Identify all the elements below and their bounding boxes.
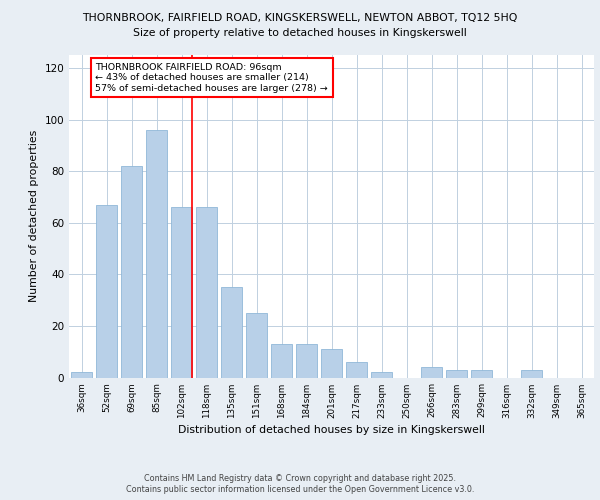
Bar — [96, 204, 117, 378]
Text: THORNBROOK FAIRFIELD ROAD: 96sqm
← 43% of detached houses are smaller (214)
57% : THORNBROOK FAIRFIELD ROAD: 96sqm ← 43% o… — [95, 62, 328, 92]
Bar — [271, 344, 292, 378]
Bar — [371, 372, 392, 378]
Bar — [296, 344, 317, 378]
Bar — [221, 287, 242, 378]
Bar — [171, 207, 192, 378]
Bar — [521, 370, 542, 378]
X-axis label: Distribution of detached houses by size in Kingskerswell: Distribution of detached houses by size … — [178, 424, 485, 434]
Y-axis label: Number of detached properties: Number of detached properties — [29, 130, 39, 302]
Bar — [196, 207, 217, 378]
Bar — [346, 362, 367, 378]
Bar — [471, 370, 492, 378]
Bar — [421, 367, 442, 378]
Bar — [321, 349, 342, 378]
Text: Size of property relative to detached houses in Kingskerswell: Size of property relative to detached ho… — [133, 28, 467, 38]
Bar — [146, 130, 167, 378]
Bar — [121, 166, 142, 378]
Bar — [71, 372, 92, 378]
Text: THORNBROOK, FAIRFIELD ROAD, KINGSKERSWELL, NEWTON ABBOT, TQ12 5HQ: THORNBROOK, FAIRFIELD ROAD, KINGSKERSWEL… — [82, 12, 518, 22]
Text: Contains HM Land Registry data © Crown copyright and database right 2025.
Contai: Contains HM Land Registry data © Crown c… — [126, 474, 474, 494]
Bar — [446, 370, 467, 378]
Bar — [246, 313, 267, 378]
